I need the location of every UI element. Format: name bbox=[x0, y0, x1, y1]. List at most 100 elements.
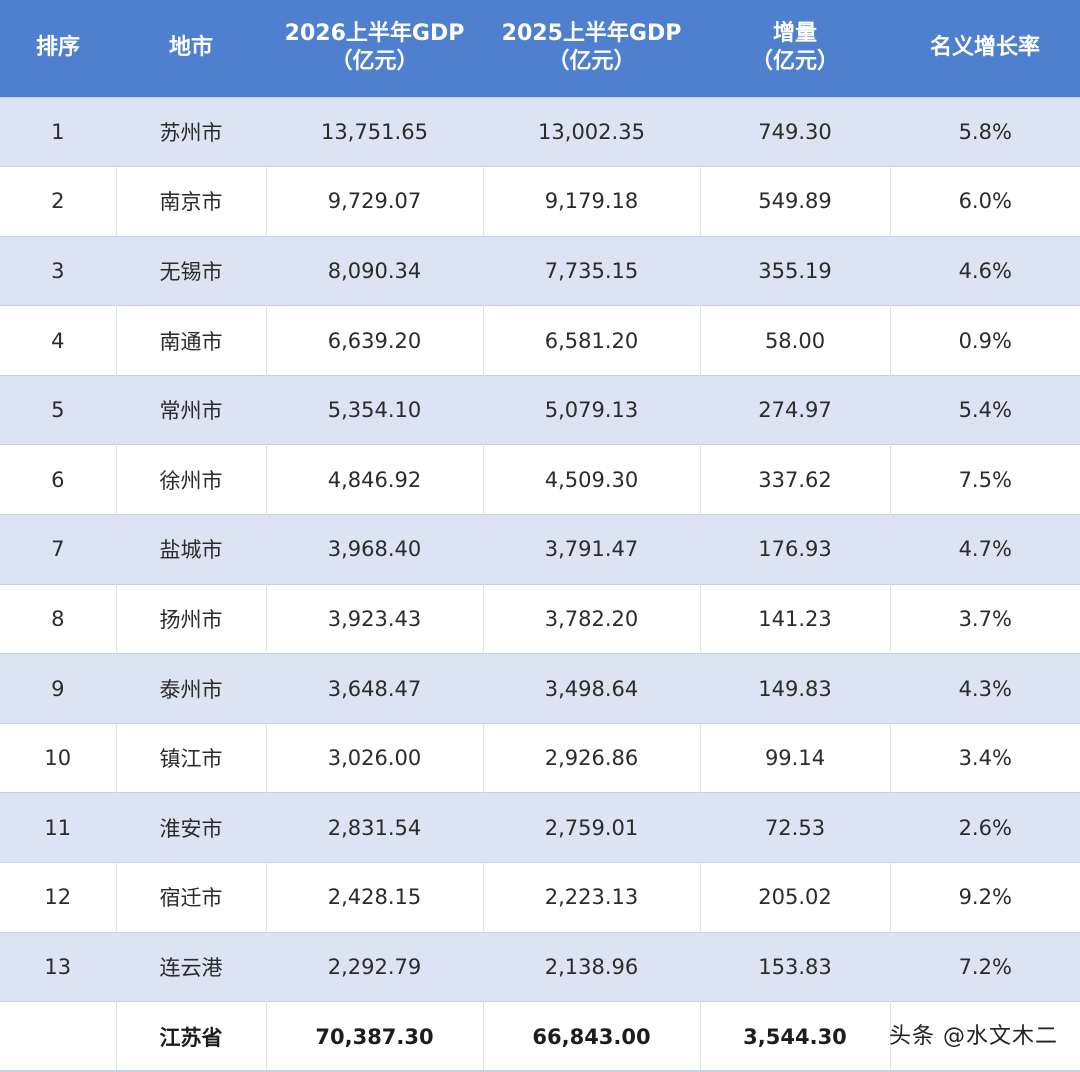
cell-growth-rate: 9.2% bbox=[889, 862, 1080, 933]
cell-city: 宿迁市 bbox=[115, 862, 266, 933]
cell-city: 徐州市 bbox=[115, 444, 266, 515]
cell-growth-rate: 5.8% bbox=[889, 96, 1080, 167]
cell-growth-rate: 3.7% bbox=[889, 583, 1080, 654]
cell-city: 镇江市 bbox=[115, 722, 266, 793]
header-growth-rate-label: 名义增长率 bbox=[929, 35, 1040, 61]
header-gdp-2026: 2026上半年GDP （亿元） bbox=[266, 0, 483, 97]
cell-city: 常州市 bbox=[115, 374, 266, 445]
cell-gdp-2025: 13,002.35 bbox=[482, 96, 700, 167]
cell-rank: 9 bbox=[0, 653, 116, 724]
cell-gdp-2026: 3,648.47 bbox=[265, 653, 483, 724]
table-row: 7 盐城市 3,968.40 3,791.47 176.93 4.7% bbox=[0, 514, 1080, 585]
total-rank bbox=[0, 1001, 116, 1072]
cell-rank: 2 bbox=[0, 166, 116, 237]
cell-city: 泰州市 bbox=[115, 653, 266, 724]
cell-increase: 176.93 bbox=[699, 514, 890, 585]
cell-increase: 355.19 bbox=[699, 235, 890, 306]
table-row: 13 连云港 2,292.79 2,138.96 153.83 7.2% bbox=[0, 931, 1080, 1002]
header-increase: 增量 （亿元） bbox=[700, 0, 890, 97]
cell-rank: 12 bbox=[0, 862, 116, 933]
total-growth-rate bbox=[889, 1001, 1080, 1072]
cell-increase: 99.14 bbox=[699, 722, 890, 793]
cell-gdp-2025: 3,782.20 bbox=[482, 583, 700, 654]
cell-rank: 8 bbox=[0, 583, 116, 654]
cell-rank: 3 bbox=[0, 235, 116, 306]
cell-gdp-2025: 5,079.13 bbox=[482, 374, 700, 445]
cell-increase: 58.00 bbox=[699, 305, 890, 376]
cell-city: 连云港 bbox=[115, 931, 266, 1002]
cell-increase: 274.97 bbox=[699, 374, 890, 445]
table-row: 1 苏州市 13,751.65 13,002.35 749.30 5.8% bbox=[0, 96, 1080, 167]
table-row: 3 无锡市 8,090.34 7,735.15 355.19 4.6% bbox=[0, 235, 1080, 306]
total-row: 江苏省 70,387.30 66,843.00 3,544.30 bbox=[0, 1001, 1080, 1072]
cell-gdp-2025: 3,791.47 bbox=[482, 514, 700, 585]
cell-rank: 7 bbox=[0, 514, 116, 585]
header-city-label: 地市 bbox=[168, 35, 213, 61]
header-city: 地市 bbox=[116, 0, 266, 97]
cell-gdp-2025: 4,509.30 bbox=[482, 444, 700, 515]
cell-increase: 149.83 bbox=[699, 653, 890, 724]
cell-gdp-2026: 3,026.00 bbox=[265, 722, 483, 793]
cell-gdp-2025: 2,759.01 bbox=[482, 792, 700, 863]
cell-city: 无锡市 bbox=[115, 235, 266, 306]
cell-rank: 13 bbox=[0, 931, 116, 1002]
cell-gdp-2025: 7,735.15 bbox=[482, 235, 700, 306]
cell-growth-rate: 6.0% bbox=[889, 166, 1080, 237]
cell-increase: 153.83 bbox=[699, 931, 890, 1002]
cell-increase: 337.62 bbox=[699, 444, 890, 515]
table-row: 11 淮安市 2,831.54 2,759.01 72.53 2.6% bbox=[0, 792, 1080, 863]
cell-city: 南通市 bbox=[115, 305, 266, 376]
cell-city: 苏州市 bbox=[115, 96, 266, 167]
cell-growth-rate: 0.9% bbox=[889, 305, 1080, 376]
header-gdp-2025-unit: （亿元） bbox=[547, 49, 636, 75]
table-body: 1 苏州市 13,751.65 13,002.35 749.30 5.8% 2 … bbox=[0, 96, 1080, 1072]
table-row: 4 南通市 6,639.20 6,581.20 58.00 0.9% bbox=[0, 305, 1080, 376]
header-gdp-2025-label: 2025上半年GDP bbox=[501, 21, 682, 47]
header-rank: 排序 bbox=[0, 0, 116, 97]
header-rank-label: 排序 bbox=[35, 35, 80, 61]
cell-increase: 749.30 bbox=[699, 96, 890, 167]
cell-rank: 5 bbox=[0, 374, 116, 445]
table-row: 6 徐州市 4,846.92 4,509.30 337.62 7.5% bbox=[0, 444, 1080, 515]
cell-rank: 1 bbox=[0, 96, 116, 167]
cell-gdp-2026: 5,354.10 bbox=[265, 374, 483, 445]
cell-growth-rate: 3.4% bbox=[889, 722, 1080, 793]
cell-growth-rate: 4.7% bbox=[889, 514, 1080, 585]
cell-gdp-2025: 2,926.86 bbox=[482, 722, 700, 793]
cell-gdp-2026: 8,090.34 bbox=[265, 235, 483, 306]
header-gdp-2026-label: 2026上半年GDP bbox=[284, 21, 465, 47]
cell-gdp-2026: 4,846.92 bbox=[265, 444, 483, 515]
cell-gdp-2025: 2,138.96 bbox=[482, 931, 700, 1002]
cell-gdp-2025: 2,223.13 bbox=[482, 862, 700, 933]
cell-growth-rate: 2.6% bbox=[889, 792, 1080, 863]
cell-rank: 10 bbox=[0, 722, 116, 793]
cell-gdp-2026: 2,831.54 bbox=[265, 792, 483, 863]
cell-city: 南京市 bbox=[115, 166, 266, 237]
cell-increase: 72.53 bbox=[699, 792, 890, 863]
cell-growth-rate: 7.2% bbox=[889, 931, 1080, 1002]
cell-increase: 549.89 bbox=[699, 166, 890, 237]
total-province: 江苏省 bbox=[115, 1001, 266, 1072]
cell-gdp-2026: 3,968.40 bbox=[265, 514, 483, 585]
cell-city: 盐城市 bbox=[115, 514, 266, 585]
cell-growth-rate: 4.6% bbox=[889, 235, 1080, 306]
cell-gdp-2025: 6,581.20 bbox=[482, 305, 700, 376]
total-gdp-2025: 66,843.00 bbox=[482, 1001, 700, 1072]
table-row: 2 南京市 9,729.07 9,179.18 549.89 6.0% bbox=[0, 166, 1080, 237]
table-row: 12 宿迁市 2,428.15 2,223.13 205.02 9.2% bbox=[0, 862, 1080, 933]
cell-gdp-2026: 2,428.15 bbox=[265, 862, 483, 933]
cell-gdp-2026: 2,292.79 bbox=[265, 931, 483, 1002]
table-row: 10 镇江市 3,026.00 2,926.86 99.14 3.4% bbox=[0, 722, 1080, 793]
header-growth-rate: 名义增长率 bbox=[890, 0, 1080, 97]
bottom-divider bbox=[0, 1070, 1080, 1072]
table-row: 5 常州市 5,354.10 5,079.13 274.97 5.4% bbox=[0, 374, 1080, 445]
table-header-row: 排序 地市 2026上半年GDP （亿元） 2025上半年GDP （亿元） 增量… bbox=[0, 0, 1080, 97]
cell-gdp-2026: 3,923.43 bbox=[265, 583, 483, 654]
cell-growth-rate: 5.4% bbox=[889, 374, 1080, 445]
cell-rank: 4 bbox=[0, 305, 116, 376]
header-increase-label: 增量 bbox=[772, 21, 817, 47]
total-gdp-2026: 70,387.30 bbox=[265, 1001, 483, 1072]
cell-gdp-2026: 9,729.07 bbox=[265, 166, 483, 237]
watermark-text: 头条 @水文木二 bbox=[889, 1024, 1058, 1049]
